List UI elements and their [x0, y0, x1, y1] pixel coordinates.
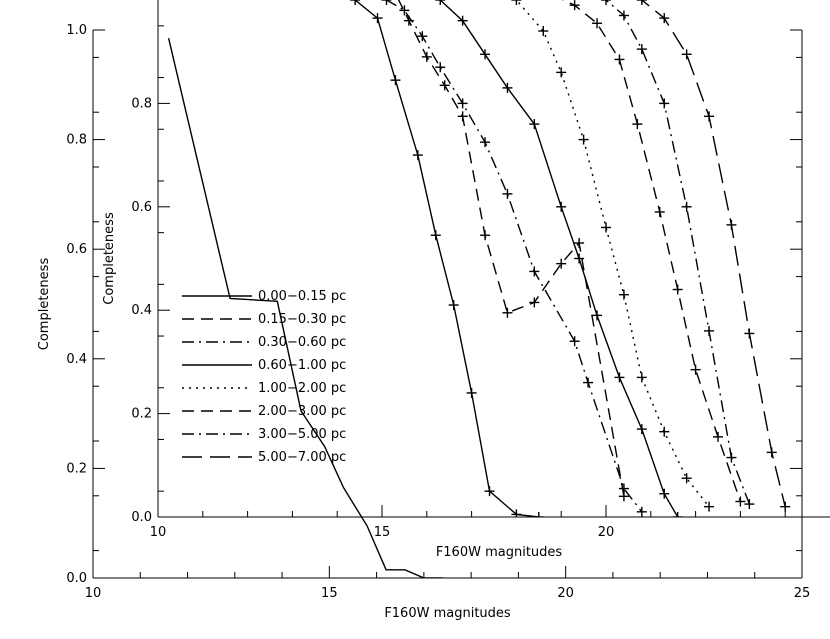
outer-y-tick-label: 0.6 [66, 242, 87, 257]
inset-x-tick-label: 15 [374, 525, 391, 540]
inset-legend-label: 3.00−5.00 pc [258, 427, 346, 442]
inset-x-tick-label: 10 [150, 525, 167, 540]
inset-legend: 0.00−0.15 pc 0.15−0.30 pc 0.30−0.60 pc 0.60… [182, 289, 346, 465]
inset-y-tick-label: 0.2 [131, 407, 152, 422]
inset-legend-label: 2.00−3.00 pc [258, 404, 346, 419]
inset-series-group [350, 0, 791, 517]
inset-legend-label: 0.60−1.00 pc [258, 358, 346, 373]
inset-legend-label: 5.00−7.00 pc [258, 450, 346, 465]
inset-series-line-3 [437, 0, 679, 517]
outer-y-tick-label: 0.8 [66, 133, 87, 148]
inset-y-axis-title: Completeness [102, 212, 117, 305]
inset-series-line-4 [514, 0, 710, 508]
outer-x-tick-label: 10 [85, 586, 102, 601]
outer-x-tick-label: 20 [557, 586, 574, 601]
inset-y-tick-label: 0.4 [131, 303, 152, 318]
inset-x-tick-label: 20 [598, 525, 615, 540]
inset-legend-label: 1.00−2.00 pc [258, 381, 346, 396]
inset-series-line-7 [640, 0, 786, 507]
inset-series-line-2 [384, 0, 643, 513]
outer-x-axis-title: F160W magnitudes [384, 606, 511, 621]
inset-series-line-1 [397, 0, 625, 497]
inset-legend-label: 0.00−0.15 pc [258, 289, 346, 304]
outer-y-tick-label: 1.0 [66, 23, 87, 38]
inset-y-tick-label: 0.6 [131, 200, 152, 215]
outer-x-tick-label: 25 [794, 586, 811, 601]
inset-x-axis-title: F160W magnitudes [436, 545, 563, 560]
outer-series-group [167, 38, 443, 578]
outer-y-tick-label: 0.0 [66, 571, 87, 586]
inset-legend-label: 0.15−0.30 pc [258, 312, 346, 327]
outer-plot: 0.0 0.2 0.4 0.6 0.8 1.0 10 15 20 25 F160W magnitud… [37, 23, 810, 621]
inset-series-line-5 [561, 0, 742, 502]
outer-series-line-0 [167, 38, 443, 578]
inset-legend-label: 0.30−0.60 pc [258, 335, 346, 350]
outer-x-tick-label: 15 [321, 586, 338, 601]
outer-y-tick-label: 0.4 [66, 352, 87, 367]
inset-series-line-6 [603, 0, 751, 505]
inset-y-tick-label: 0.8 [131, 96, 152, 111]
inset-y-tick-label: 0.0 [131, 510, 152, 525]
outer-y-tick-label: 0.2 [66, 461, 87, 476]
inset-plot: 0.0 0.2 0.4 0.6 0.8 10 15 20 F160W magnitudes Com… [102, 0, 830, 560]
outer-y-axis-title: Completeness [37, 258, 52, 351]
